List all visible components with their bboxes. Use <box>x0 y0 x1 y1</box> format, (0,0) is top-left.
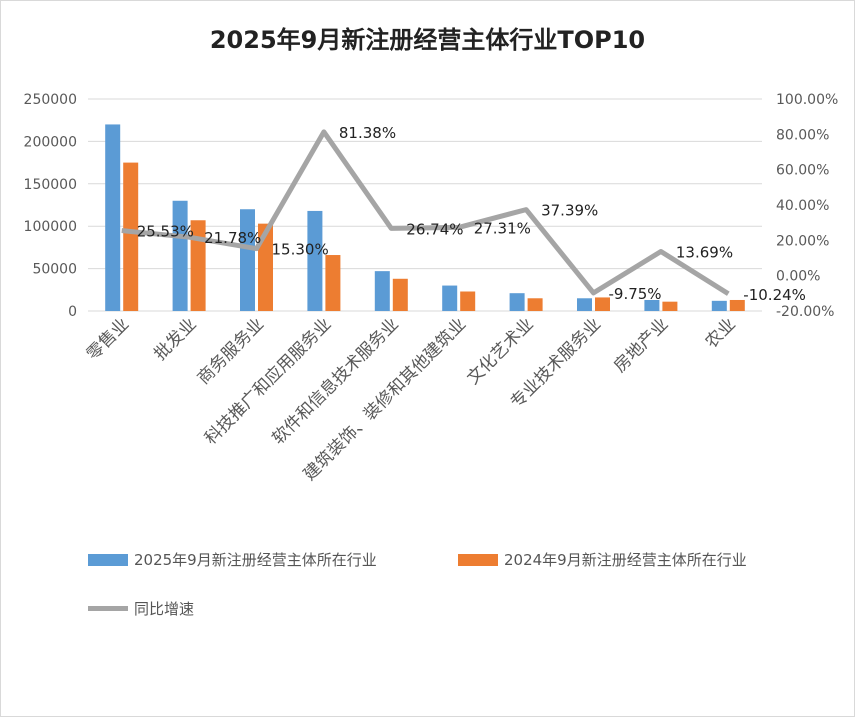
growth-data-label: -10.24% <box>743 286 806 304</box>
bar-2024 <box>662 301 678 311</box>
legend-item-2024: 2024年9月新注册经营主体所在行业 <box>458 549 747 570</box>
y-left-tick-label: 150000 <box>24 177 77 193</box>
growth-data-label: -9.75% <box>609 285 662 303</box>
legend-swatch-growth <box>88 606 128 611</box>
bar-2024 <box>460 291 476 311</box>
bar-2024 <box>190 220 206 311</box>
legend-label-growth: 同比增速 <box>134 600 195 618</box>
x-category-label: 房地产业 <box>610 314 672 376</box>
growth-data-label: 26.74% <box>406 220 463 238</box>
growth-line <box>121 129 730 296</box>
y-right-tick-label: 20.00% <box>776 233 829 249</box>
x-category-label: 批发业 <box>150 314 200 364</box>
y-right-tick-label: 100.00% <box>776 92 838 108</box>
bar-2024 <box>325 255 341 311</box>
bar-2025 <box>172 200 188 311</box>
bar-2025 <box>307 210 323 311</box>
growth-data-label: 27.31% <box>474 219 531 237</box>
y-right-tick-label: -20.00% <box>776 304 834 320</box>
y-right-tick-label: 40.00% <box>776 198 829 214</box>
y-left-tick-label: 200000 <box>24 134 77 150</box>
bar-2025 <box>374 271 390 311</box>
bar-2024 <box>123 162 139 311</box>
bar-2025 <box>509 293 525 311</box>
legend-label-2025: 2025年9月新注册经营主体所在行业 <box>134 551 377 569</box>
bar-2024 <box>729 299 745 311</box>
bar-2024 <box>595 297 610 311</box>
bar-2024 <box>258 223 273 311</box>
x-category-label: 科技推广和应用服务业 <box>201 314 335 448</box>
bar-2025 <box>577 298 592 311</box>
legend-swatch-2024 <box>458 553 498 566</box>
y-right-tick-label: 80.00% <box>776 127 829 143</box>
x-category-label: 软件和信息技术服务业 <box>268 314 402 448</box>
legend-item-2025: 2025年9月新注册经营主体所在行业 <box>88 549 377 570</box>
growth-data-label: 21.78% <box>204 229 261 247</box>
growth-data-label: 37.39% <box>541 202 598 220</box>
y-left-tick-label: 100000 <box>24 219 77 235</box>
bar-2025 <box>711 300 727 311</box>
bar-2025 <box>644 299 660 311</box>
legend-item-growth: 同比增速 <box>88 598 194 619</box>
growth-data-label: 13.69% <box>676 243 733 261</box>
y-left-tick-label: 250000 <box>24 92 77 108</box>
growth-data-label: 15.30% <box>272 241 329 259</box>
y-left-tick-label: 0 <box>68 304 77 320</box>
bar-2024 <box>527 298 543 311</box>
growth-data-label: 81.38% <box>339 124 396 142</box>
y-left-tick-label: 50000 <box>32 262 77 278</box>
bar-2025 <box>442 285 458 311</box>
x-category-label: 零售业 <box>83 314 133 364</box>
bar-2025 <box>240 209 255 311</box>
y-right-tick-label: 60.00% <box>776 163 829 179</box>
x-category-label: 农业 <box>702 314 740 352</box>
y-right-tick-label: 0.00% <box>776 269 820 285</box>
legend-swatch-2025 <box>88 553 128 566</box>
bar-2024 <box>392 278 408 311</box>
chart-title: 2025年9月新注册经营主体行业TOP10 <box>209 26 646 54</box>
legend-label-2024: 2024年9月新注册经营主体所在行业 <box>504 551 747 569</box>
growth-data-label: 25.53% <box>137 223 194 241</box>
bar-2025 <box>105 124 121 311</box>
